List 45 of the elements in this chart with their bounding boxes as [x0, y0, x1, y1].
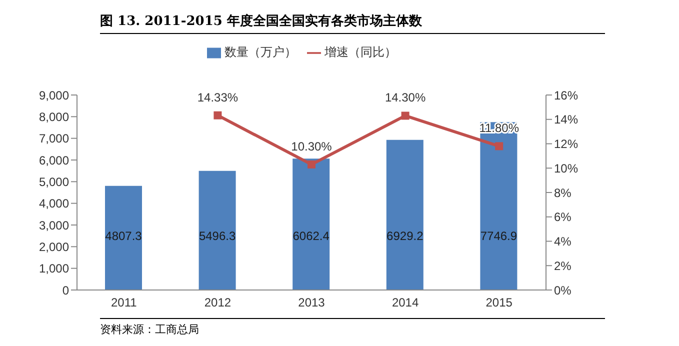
y2-tick-label: 0% — [554, 283, 572, 298]
data-label: 4807.3 — [105, 229, 142, 243]
y-tick-label: 3,000 — [38, 218, 70, 232]
y2-tick-label: 6% — [554, 210, 572, 224]
data-label: 10.30% — [291, 139, 332, 154]
y-tick-label: 5,000 — [38, 174, 70, 189]
bar — [292, 158, 330, 290]
chart-title: 图 13. 2011-2015 年度全国全国实有各类市场主体数 — [100, 12, 605, 34]
data-label: 7746.9 — [480, 229, 518, 243]
x-tick-label: 2013 — [298, 296, 326, 310]
point — [401, 112, 410, 120]
x-tick-label: 2015 — [486, 296, 513, 310]
bar — [480, 122, 518, 290]
y-tick-label: 7,000 — [38, 132, 70, 146]
y2-tick-label: 12% — [554, 137, 578, 152]
y2-tick-label: 14% — [554, 112, 578, 127]
x-tick-label: 2012 — [204, 296, 232, 310]
bar — [386, 140, 424, 290]
bar — [198, 170, 236, 290]
y2-tick-label: 16% — [554, 88, 578, 102]
data-label: 5496.3 — [198, 229, 236, 243]
point — [495, 142, 504, 150]
text: 资料来源：工商总局 — [100, 322, 200, 337]
y-tick-label: 4,000 — [38, 196, 70, 211]
y-tick-label: 6,000 — [38, 153, 70, 168]
data-label: 14.33% — [197, 90, 238, 104]
legend-label: 数量（万户） — [224, 45, 296, 59]
y2-tick-label: 4% — [554, 234, 572, 249]
y2-tick-label: 8% — [554, 186, 572, 200]
y-tick-label: 0 — [62, 283, 70, 298]
point — [214, 111, 222, 120]
bar — [105, 186, 142, 290]
x-tick-label: 2011 — [110, 296, 138, 310]
y-tick-label: 8,000 — [38, 110, 70, 124]
y2-tick-label: 2% — [554, 258, 572, 273]
legend-label: 增速（同比） — [324, 45, 396, 59]
y-tick-label: 2,000 — [38, 240, 70, 254]
data-label: 6929.2 — [386, 229, 424, 243]
data-label: 6062.4 — [292, 229, 330, 243]
y-tick-label: 1,000 — [38, 262, 70, 276]
point — [308, 160, 316, 168]
x-tick-label: 2014 — [392, 296, 419, 310]
y-tick-label: 9,000 — [38, 88, 70, 102]
y2-tick-label: 10% — [554, 161, 578, 176]
data-label: 14.30% — [384, 90, 426, 105]
